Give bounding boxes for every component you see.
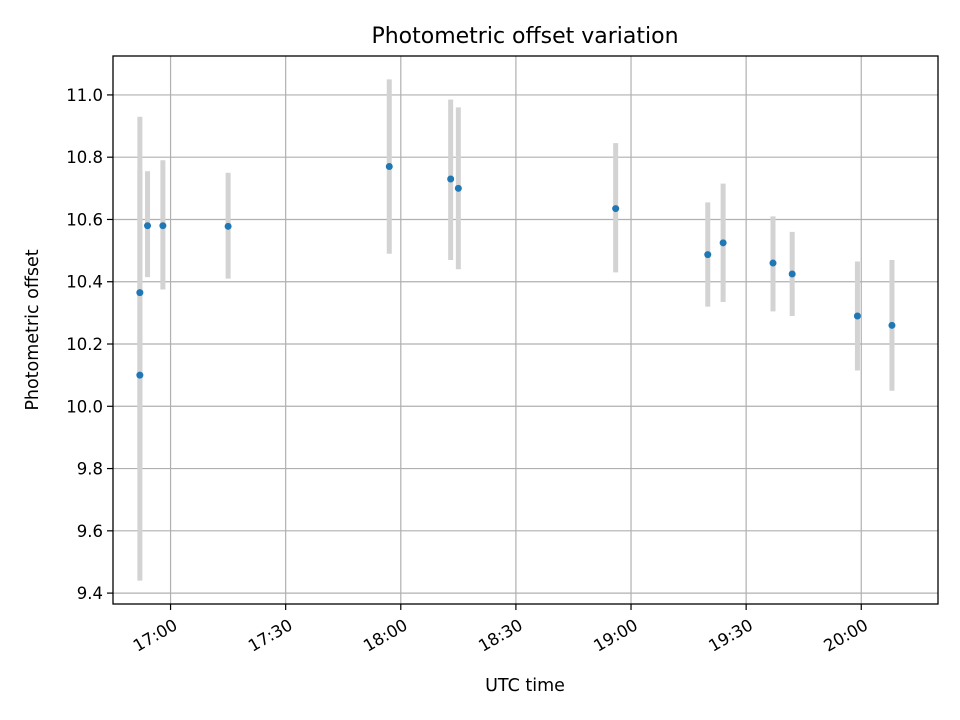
data-point — [447, 175, 455, 183]
data-point — [136, 289, 144, 297]
data-point — [612, 205, 620, 213]
y-tick-label: 11.0 — [66, 86, 103, 105]
data-point — [719, 239, 727, 247]
y-tick-label: 9.4 — [77, 584, 103, 603]
data-point — [144, 222, 152, 230]
y-tick-label: 10.6 — [66, 210, 103, 229]
y-tick-label: 10.8 — [66, 148, 103, 167]
data-point — [159, 222, 167, 230]
plot-frame — [112, 55, 939, 605]
chart-title: Photometric offset variation — [371, 24, 678, 49]
data-point — [704, 251, 712, 259]
data-point — [853, 312, 861, 320]
data-point — [788, 270, 796, 278]
data-point — [385, 163, 393, 171]
y-tick-label: 9.6 — [77, 522, 103, 541]
grid — [113, 56, 938, 604]
data-point — [769, 259, 777, 267]
data-points — [136, 163, 896, 379]
y-tick-label: 10.0 — [66, 397, 103, 416]
y-tick-label: 9.8 — [77, 460, 103, 479]
data-point — [888, 321, 896, 329]
data-point — [454, 184, 462, 192]
y-axis-label: Photometric offset — [23, 249, 43, 410]
y-tick-label: 10.2 — [66, 335, 103, 354]
data-point — [224, 222, 232, 230]
x-axis-label: UTC time — [485, 676, 565, 696]
data-point — [136, 371, 144, 379]
y-tick-label: 10.4 — [66, 273, 103, 292]
